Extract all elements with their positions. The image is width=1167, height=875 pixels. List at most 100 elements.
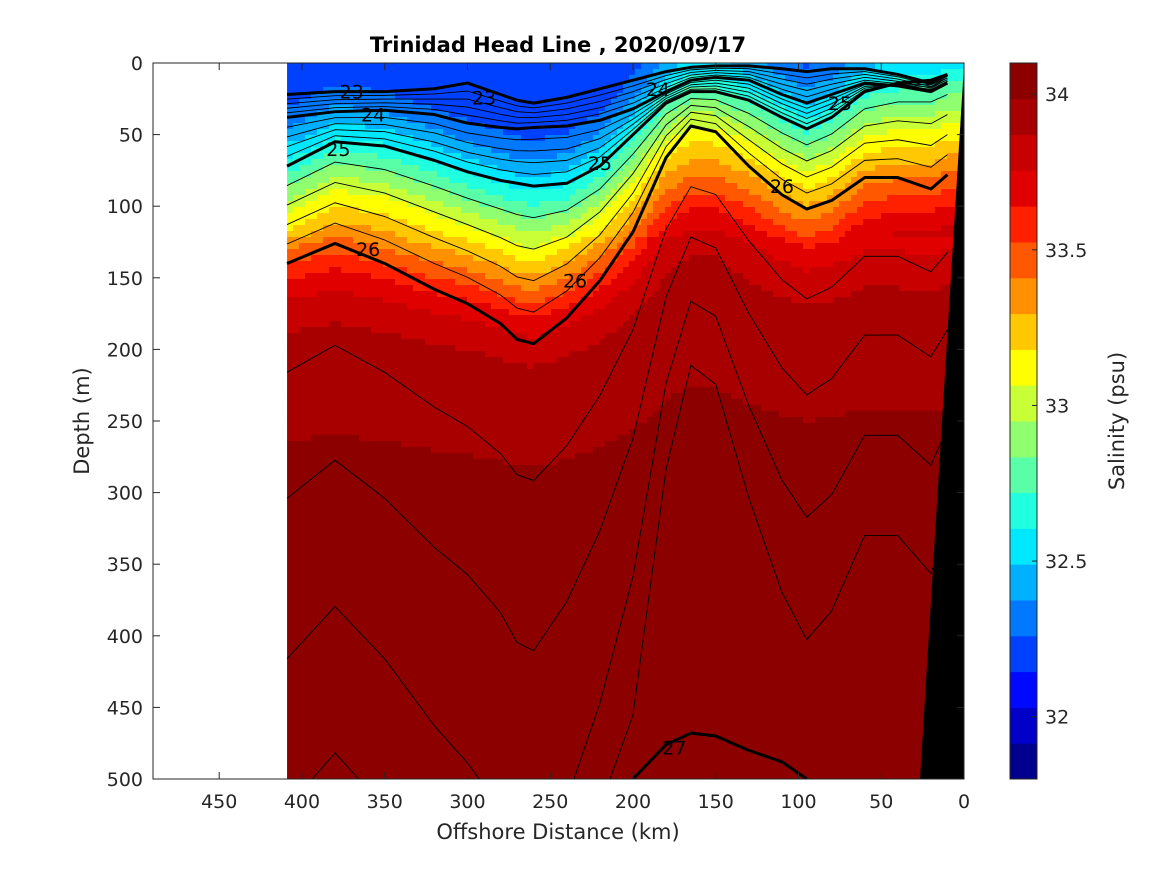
salinity-cell [317, 243, 324, 250]
salinity-cell [431, 135, 438, 142]
salinity-cell [419, 723, 426, 730]
salinity-cell [395, 561, 402, 568]
salinity-cell [299, 531, 306, 538]
salinity-cell [293, 375, 300, 382]
salinity-cell [383, 549, 390, 556]
salinity-cell [365, 417, 372, 424]
salinity-cell [335, 225, 342, 232]
salinity-cell [395, 627, 402, 634]
salinity-cell [449, 141, 456, 148]
salinity-cell [299, 615, 306, 622]
salinity-cell [383, 609, 390, 616]
salinity-cell [287, 735, 294, 742]
salinity-cell [377, 111, 384, 118]
salinity-cell [305, 291, 312, 298]
salinity-cell [473, 699, 480, 706]
salinity-cell [299, 471, 306, 478]
salinity-cell [509, 117, 516, 124]
salinity-cell [521, 639, 528, 646]
salinity-cell [455, 69, 462, 76]
salinity-cell [317, 375, 324, 382]
salinity-cell [311, 747, 318, 754]
salinity-cell [443, 537, 450, 544]
salinity-cell [491, 777, 498, 779]
salinity-cell [311, 537, 318, 544]
salinity-cell [407, 159, 414, 166]
salinity-cell [515, 321, 522, 328]
salinity-cell [353, 513, 360, 520]
salinity-cell [509, 195, 516, 202]
salinity-cell [527, 441, 534, 448]
salinity-cell [293, 657, 300, 664]
salinity-cell [503, 741, 510, 748]
salinity-cell [485, 441, 492, 448]
salinity-cell [437, 135, 444, 142]
salinity-cell [347, 687, 354, 694]
salinity-cell [419, 243, 426, 250]
salinity-cell [437, 759, 444, 766]
salinity-cell [521, 657, 528, 664]
salinity-cell [431, 297, 438, 304]
salinity-cell [323, 705, 330, 712]
salinity-cell [323, 411, 330, 418]
salinity-cell [437, 333, 444, 340]
salinity-cell [341, 165, 348, 172]
salinity-cell [365, 129, 372, 136]
salinity-cell [503, 705, 510, 712]
salinity-cell [389, 525, 396, 532]
salinity-cell [299, 369, 306, 376]
salinity-cell [383, 225, 390, 232]
salinity-cell [485, 111, 492, 118]
salinity-cell [479, 549, 486, 556]
salinity-cell [413, 615, 420, 622]
salinity-cell [287, 681, 294, 688]
salinity-cell [497, 189, 504, 196]
salinity-cell [515, 309, 522, 316]
salinity-cell [395, 183, 402, 190]
salinity-cell [395, 693, 402, 700]
salinity-cell [299, 543, 306, 550]
salinity-cell [341, 699, 348, 706]
salinity-cell [503, 747, 510, 754]
salinity-cell [443, 243, 450, 250]
salinity-cell [287, 651, 294, 658]
salinity-cell [503, 639, 510, 646]
salinity-cell [395, 681, 402, 688]
salinity-cell [353, 303, 360, 310]
salinity-cell [329, 267, 336, 274]
salinity-cell [353, 519, 360, 526]
salinity-cell [305, 63, 312, 70]
salinity-cell [479, 291, 486, 298]
salinity-cell [287, 327, 294, 334]
salinity-cell [503, 507, 510, 514]
salinity-cell [335, 435, 342, 442]
salinity-cell [311, 417, 318, 424]
salinity-cell [389, 519, 396, 526]
salinity-cell [479, 105, 486, 112]
salinity-cell [491, 705, 498, 712]
salinity-cell [383, 243, 390, 250]
salinity-cell [443, 555, 450, 562]
salinity-cell [401, 393, 408, 400]
salinity-cell [443, 177, 450, 184]
salinity-cell [287, 249, 294, 256]
salinity-cell [431, 423, 438, 430]
salinity-cell [293, 93, 300, 100]
salinity-cell [305, 105, 312, 112]
salinity-cell [335, 351, 342, 358]
salinity-cell [419, 405, 426, 412]
salinity-cell [449, 681, 456, 688]
salinity-cell [527, 273, 534, 280]
salinity-cell [479, 201, 486, 208]
salinity-cell [491, 129, 498, 136]
salinity-cell [425, 135, 432, 142]
salinity-cell [329, 129, 336, 136]
salinity-cell [509, 507, 516, 514]
salinity-cell [533, 513, 540, 520]
salinity-cell [473, 759, 480, 766]
salinity-cell [335, 645, 342, 652]
salinity-cell [299, 645, 306, 652]
salinity-cell [455, 231, 462, 238]
salinity-cell [467, 369, 474, 376]
salinity-cell [287, 267, 294, 274]
